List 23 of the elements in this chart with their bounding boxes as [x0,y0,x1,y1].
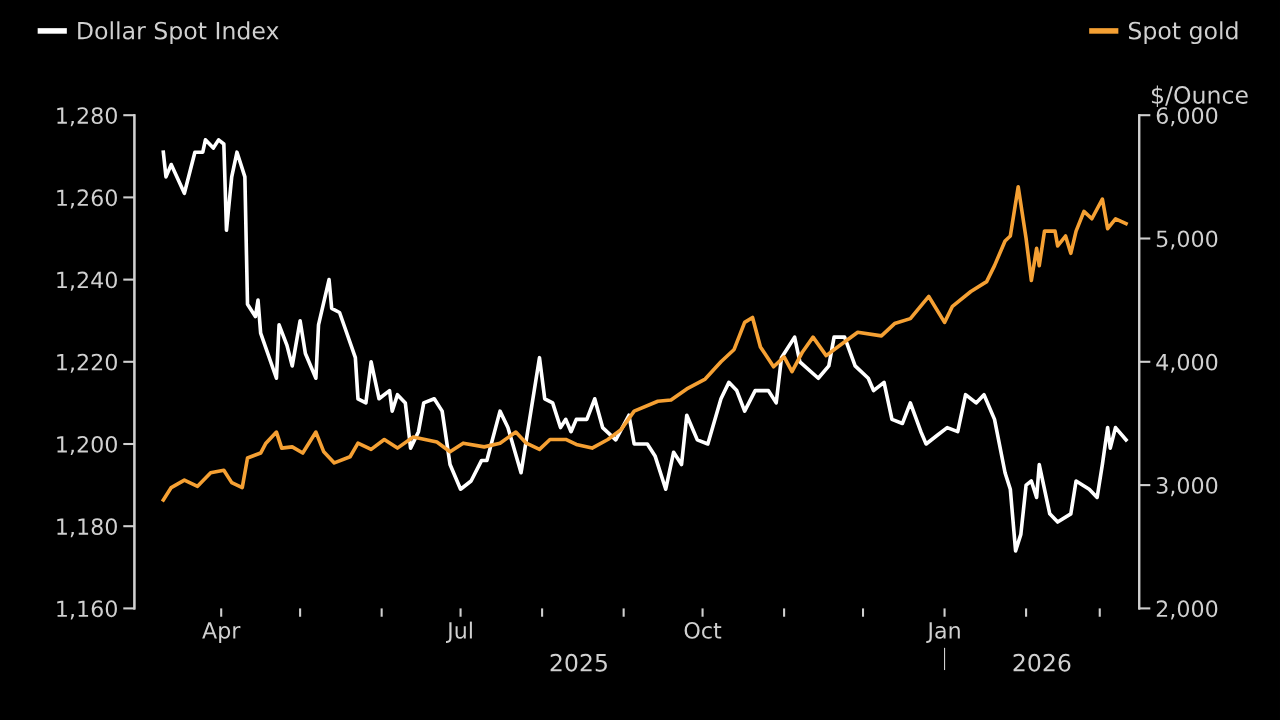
y-tick-label: 1,240 [57,271,117,291]
y-tick-label: 1,200 [57,435,117,456]
y2-tick-label: 4,000 [1156,353,1218,373]
x-tick-label: Jul [446,621,472,643]
x-tick-label: Oct [684,621,722,639]
y2-tick-label: 6,000 [1156,107,1218,127]
x-tick-label: Apr [202,622,241,644]
line-series [161,184,1128,502]
x2-tick-label: 2025 [550,653,607,672]
y2-tick-label: 2,000 [1156,600,1218,620]
y2-tick-label: 5,000 [1156,230,1218,250]
x2-tick-label: 2026 [1013,653,1071,672]
y2-axis-title: $/Ounce [1151,85,1248,108]
y-tick-label: 1,220 [57,353,117,373]
x-tick-label: Jan [926,622,960,643]
y-tick-label: 1,160 [57,600,117,620]
y-tick-label: 1,280 [57,107,117,127]
legend-label: Dollar Spot Index [78,21,279,45]
y-tick-label: 1,260 [57,189,117,209]
y-tick-label: 1,180 [57,518,117,538]
legend-label: Spot gold [1128,21,1238,45]
line-series [161,138,1128,553]
y2-tick-label: 3,000 [1156,477,1218,497]
